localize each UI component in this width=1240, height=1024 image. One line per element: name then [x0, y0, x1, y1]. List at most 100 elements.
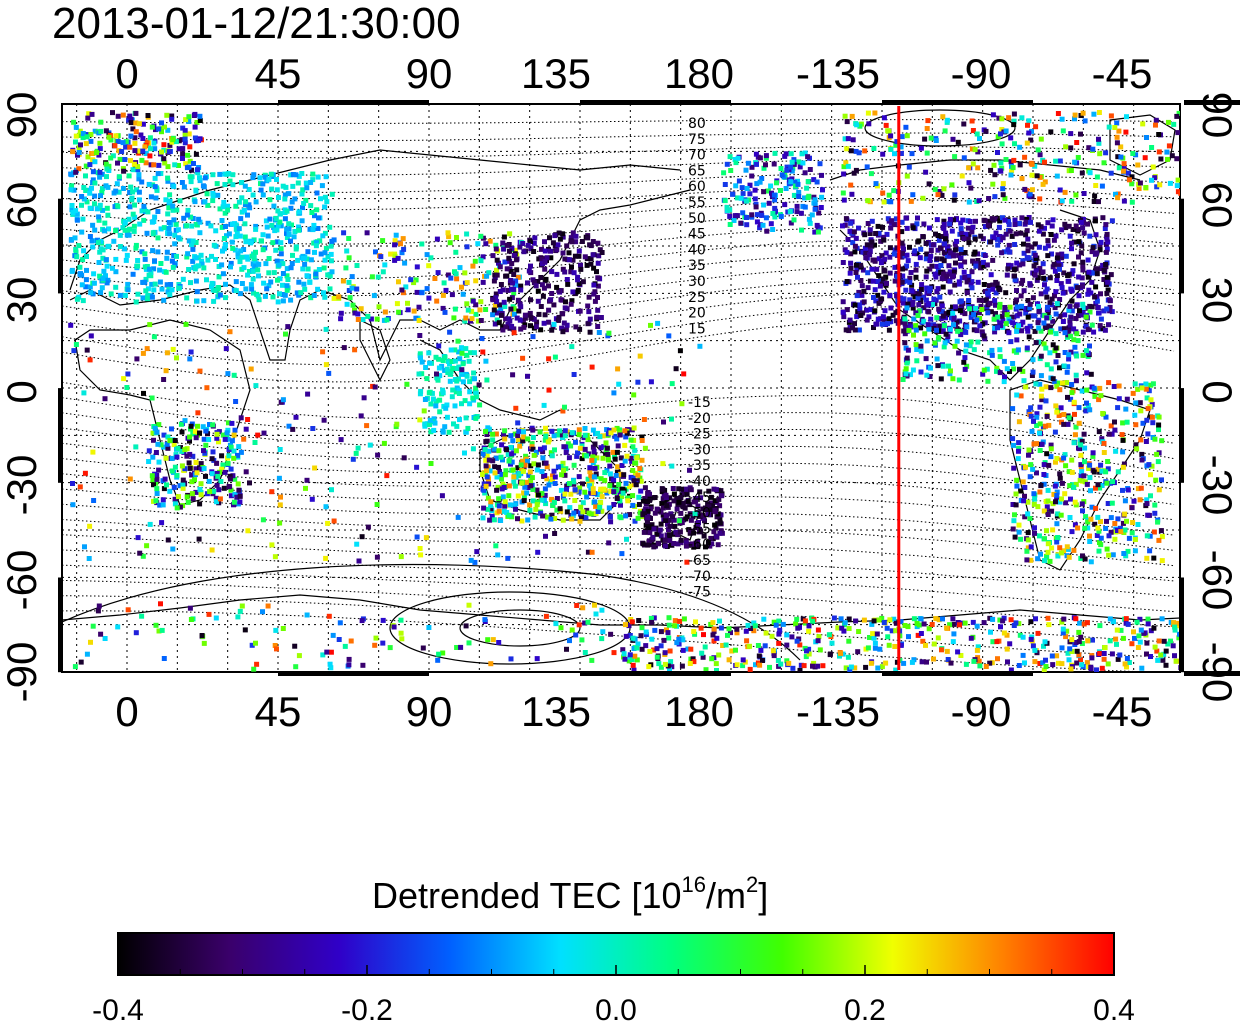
- tec-point: [215, 192, 221, 198]
- tec-point: [1136, 186, 1142, 191]
- tec-point: [1044, 294, 1050, 300]
- tec-point: [509, 514, 515, 520]
- tec-point: [939, 192, 945, 198]
- tec-point: [930, 242, 936, 248]
- tec-point: [575, 450, 580, 456]
- tec-point: [1109, 500, 1115, 506]
- tec-point: [1154, 451, 1160, 457]
- tec-point: [587, 465, 593, 471]
- tec-point: [1089, 249, 1095, 255]
- tec-point: [1122, 511, 1128, 517]
- tec-point: [69, 237, 74, 242]
- tec-point: [135, 291, 141, 297]
- tec-point: [1159, 558, 1165, 564]
- tec-point: [434, 375, 440, 381]
- tec-point: [1078, 442, 1084, 448]
- tec-point: [220, 204, 226, 210]
- tec-point: [440, 650, 446, 656]
- tec-point: [525, 517, 531, 523]
- tec-point: [311, 293, 317, 298]
- tec-point: [760, 658, 765, 663]
- tec-point: [1088, 516, 1094, 522]
- tec-point: [237, 499, 243, 505]
- tec-point: [187, 438, 192, 444]
- tec-point: [192, 428, 198, 434]
- tec-point: [552, 481, 558, 486]
- tec-point: [1153, 477, 1159, 483]
- tec-point: [132, 148, 138, 154]
- tec-point: [123, 139, 129, 145]
- tec-point: [1121, 168, 1126, 174]
- tec-point: [531, 452, 537, 458]
- tec-point: [492, 470, 498, 476]
- tec-point: [1156, 487, 1162, 493]
- tec-point: [149, 281, 155, 287]
- tec-point: [1045, 541, 1051, 547]
- south-pole-contour: [459, 609, 581, 647]
- tec-point: [493, 242, 499, 248]
- tec-point: [881, 237, 887, 243]
- tec-point: [217, 171, 223, 177]
- tec-point: [346, 255, 352, 261]
- tec-point: [1027, 474, 1033, 480]
- tec-point: [533, 506, 539, 512]
- tec-point: [161, 225, 167, 231]
- tec-point: [155, 249, 161, 255]
- tec-point: [150, 182, 156, 188]
- tec-point: [514, 267, 520, 273]
- tec-point: [911, 332, 916, 338]
- tec-point: [1103, 526, 1109, 531]
- tec-point: [946, 309, 952, 315]
- tec-point: [1057, 471, 1063, 477]
- tec-point: [950, 304, 955, 310]
- tec-point: [348, 638, 354, 644]
- tec-point: [284, 208, 290, 214]
- tec-point: [974, 131, 980, 137]
- tec-point: [538, 275, 544, 280]
- tec-point: [595, 275, 601, 281]
- tec-point: [519, 518, 525, 524]
- tec-point: [1088, 371, 1094, 377]
- tec-point: [605, 431, 611, 437]
- tec-point: [966, 165, 972, 171]
- tec-point: [1091, 469, 1097, 475]
- tec-point: [1148, 654, 1153, 659]
- tec-point: [516, 437, 522, 443]
- tec-point: [899, 219, 905, 225]
- tec-point: [1143, 185, 1149, 190]
- tec-point: [632, 460, 638, 466]
- tec-point: [1039, 397, 1045, 403]
- tec-point: [595, 509, 601, 514]
- tec-point: [153, 622, 159, 628]
- tec-point: [1038, 328, 1044, 334]
- tec-point: [1010, 320, 1016, 326]
- tec-point: [687, 528, 693, 534]
- tec-point: [167, 198, 173, 204]
- tec-point: [136, 121, 142, 127]
- tec-point: [1080, 553, 1085, 559]
- tec-point: [564, 509, 570, 515]
- tec-point: [1150, 381, 1156, 387]
- tec-point: [501, 432, 506, 438]
- tec-point: [170, 264, 176, 270]
- tec-point: [539, 256, 545, 262]
- tec-point: [1055, 535, 1061, 540]
- tec-point: [706, 504, 712, 510]
- tec-point: [1028, 462, 1034, 468]
- tec-point: [1054, 456, 1060, 461]
- tec-point: [567, 638, 572, 644]
- tec-point: [543, 276, 549, 282]
- tec-point: [1073, 640, 1079, 645]
- tec-point: [380, 617, 386, 623]
- tec-point: [209, 280, 215, 286]
- tec-point: [554, 271, 560, 277]
- tec-point: [1044, 315, 1050, 321]
- tec-point: [217, 206, 223, 212]
- tec-point: [456, 349, 462, 355]
- tec-point: [500, 457, 505, 463]
- tec-point: [1077, 477, 1083, 483]
- tec-point: [169, 468, 175, 474]
- tec-point: [517, 317, 523, 323]
- tec-point: [966, 274, 972, 279]
- tec-point: [924, 126, 930, 131]
